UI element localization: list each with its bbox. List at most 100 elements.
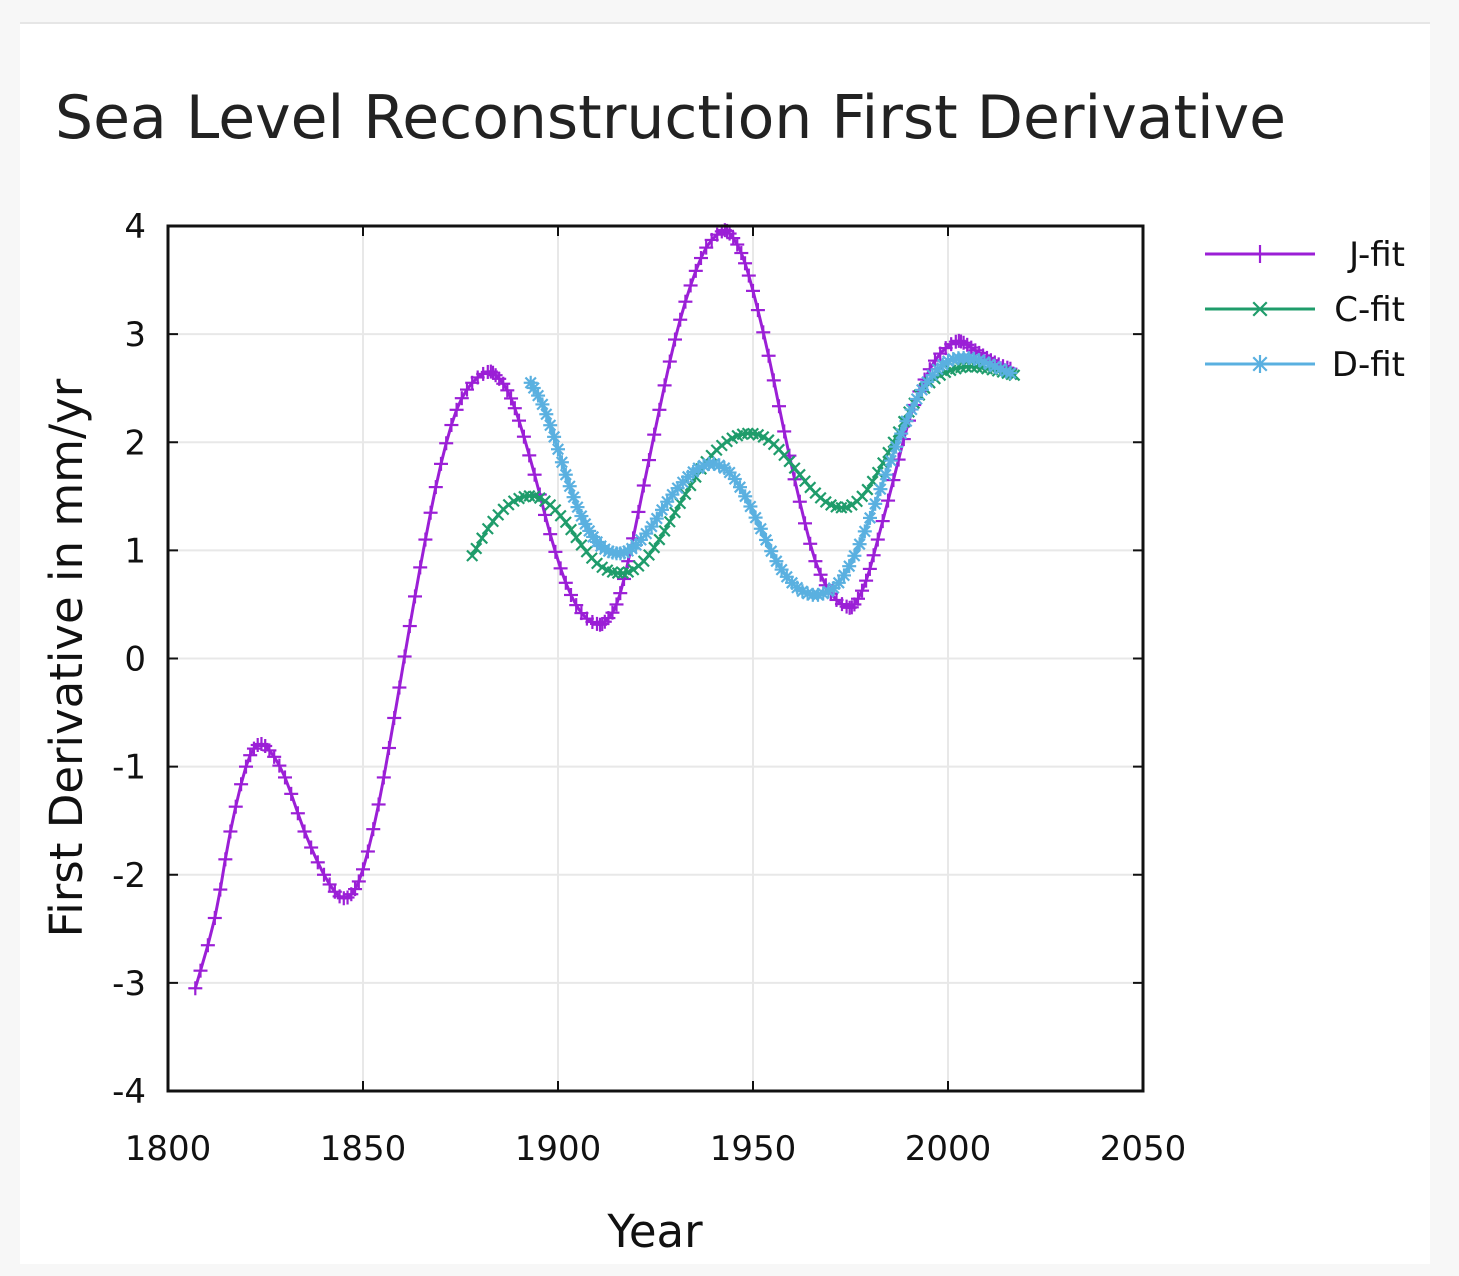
data-point	[837, 568, 851, 583]
data-point	[699, 240, 714, 255]
data-point	[886, 473, 901, 488]
data-point	[627, 563, 640, 576]
y-tick-label: -3	[112, 964, 146, 1004]
data-point	[1003, 366, 1018, 381]
data-point	[813, 567, 828, 582]
data-point	[466, 549, 479, 562]
data-point	[870, 532, 885, 547]
data-point	[660, 494, 675, 509]
axis-ticks: 1800 1850 1900 1950 2000 2050 4 3 2 1 0 -1 -2 -3 -4	[112, 207, 1186, 1169]
data-point	[570, 531, 583, 544]
data-point	[609, 597, 624, 612]
data-point	[605, 605, 620, 620]
data-point	[218, 852, 233, 867]
data-point	[808, 554, 823, 569]
data-point	[750, 303, 765, 318]
data-point	[502, 498, 515, 511]
data-point	[562, 479, 577, 494]
data-point	[228, 799, 243, 814]
data-point	[522, 448, 537, 463]
x-tick-label: 2000	[905, 1129, 992, 1169]
data-point	[774, 562, 789, 577]
data-point	[642, 453, 656, 468]
data-point	[356, 862, 370, 877]
data-point	[738, 256, 753, 271]
data-point	[392, 680, 407, 695]
data-point	[894, 426, 909, 441]
data-point	[688, 263, 703, 278]
data-point	[278, 770, 292, 785]
data-point	[444, 418, 459, 433]
y-tick-label: 2	[124, 423, 146, 463]
legend-item: J-fit	[1205, 235, 1405, 275]
x-tick-label: 1950	[710, 1129, 797, 1169]
data-point	[500, 383, 515, 398]
data-point	[694, 251, 708, 266]
data-point	[878, 467, 893, 482]
data-point	[310, 855, 325, 870]
data-point	[512, 413, 526, 428]
data-point	[881, 493, 896, 508]
data-point	[200, 938, 215, 953]
data-point	[360, 844, 375, 859]
data-point	[655, 502, 669, 517]
data-point	[636, 478, 651, 493]
data-point	[668, 332, 682, 347]
y-tick-label: 0	[124, 640, 146, 680]
data-point	[741, 268, 756, 283]
data-point	[382, 741, 396, 756]
data-point	[376, 770, 391, 785]
data-point	[366, 822, 381, 837]
data-point	[883, 453, 898, 468]
data-point	[915, 382, 929, 397]
data-point	[223, 824, 238, 839]
data-point	[611, 567, 624, 580]
data-point	[759, 532, 773, 547]
data-point	[507, 401, 522, 416]
series-c-fit	[466, 360, 1021, 580]
data-point	[764, 544, 779, 559]
data-point	[408, 589, 422, 604]
data-point	[730, 237, 745, 252]
data-point	[644, 519, 659, 534]
data-point	[317, 867, 331, 882]
data-point	[866, 548, 881, 563]
data-point	[851, 591, 866, 606]
data-point	[213, 882, 228, 897]
y-tick-label: -2	[112, 856, 146, 896]
legend-item: C-fit	[1205, 290, 1405, 330]
data-point	[904, 402, 919, 417]
data-point	[272, 758, 287, 773]
data-point	[613, 586, 628, 601]
data-point	[798, 516, 812, 531]
series-j-fit	[188, 223, 1018, 996]
data-point	[652, 402, 667, 417]
data-point	[397, 649, 412, 664]
data-point	[559, 516, 572, 529]
data-point	[470, 542, 483, 555]
data-point	[553, 561, 568, 576]
data-point	[475, 532, 489, 545]
data-point	[631, 504, 646, 519]
data-point	[727, 472, 742, 487]
data-point	[387, 710, 402, 725]
data-point	[564, 523, 578, 536]
legend: J-fit C-fit D-fit	[1205, 235, 1405, 385]
data-point	[647, 427, 662, 442]
data-point	[844, 600, 859, 615]
data-point	[188, 981, 203, 996]
data-point	[746, 283, 760, 298]
data-point	[548, 544, 563, 559]
data-point	[653, 533, 666, 546]
data-point	[418, 532, 433, 547]
x-tick-label: 1800	[125, 1129, 212, 1169]
data-point	[413, 560, 428, 575]
data-point	[564, 587, 578, 602]
data-point	[738, 489, 753, 504]
data-point	[486, 365, 500, 380]
data-point	[351, 874, 366, 889]
y-tick-label: 3	[124, 315, 146, 355]
x-tick-label: 2050	[1100, 1129, 1187, 1169]
data-point	[504, 391, 519, 406]
